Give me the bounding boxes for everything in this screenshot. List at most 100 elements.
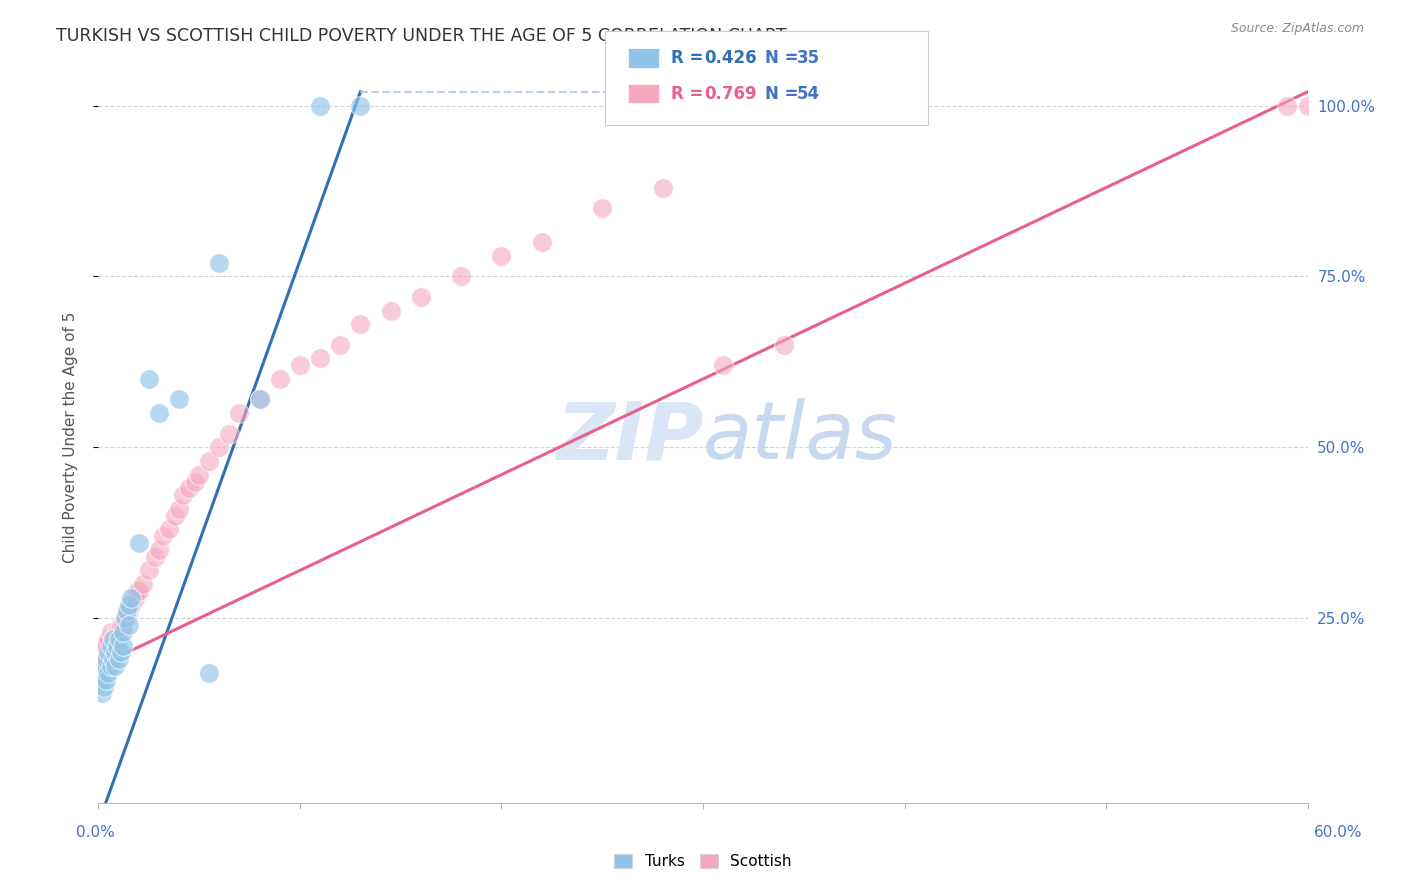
Point [120,591,142,605]
Point [172,488,194,502]
Text: 0.0%: 0.0% [76,825,115,840]
Text: 35: 35 [797,49,820,67]
Point [107,652,129,666]
Text: Source: ZipAtlas.com: Source: ZipAtlas.com [1230,22,1364,36]
Point [101,632,124,646]
Point [91,639,114,653]
Text: atlas: atlas [703,398,898,476]
Point [491,249,513,263]
Text: 0.426: 0.426 [704,49,756,67]
Point [128,583,150,598]
Point [349,98,371,112]
Point [110,618,132,632]
Point [115,604,138,618]
Point [138,563,160,577]
Point [128,536,150,550]
Point [651,180,673,194]
Point [148,406,170,420]
Point [152,529,174,543]
Point [114,611,136,625]
Point [105,624,128,639]
Point [772,338,794,352]
Point [96,673,118,687]
Point [711,359,734,373]
Point [208,440,231,454]
Point [96,652,118,666]
Point [118,598,141,612]
Point [132,577,155,591]
Y-axis label: Child Poverty Under the Age of 5: Child Poverty Under the Age of 5 [63,311,77,563]
Point [100,645,122,659]
Text: 54: 54 [797,85,820,103]
Point [121,591,143,605]
Point [380,303,402,318]
Point [167,392,190,407]
Point [103,639,125,653]
Point [228,406,250,420]
Point [93,659,115,673]
Text: N =: N = [765,49,804,67]
Point [97,665,120,680]
Point [97,632,120,646]
Point [103,645,125,659]
Point [269,372,291,386]
Point [591,201,613,215]
Point [115,604,138,618]
Point [100,659,122,673]
Point [101,652,124,666]
Point [91,665,114,680]
Point [198,665,221,680]
Legend: Turks, Scottish: Turks, Scottish [607,848,799,875]
Text: 0.769: 0.769 [704,85,756,103]
Text: ZIP: ZIP [555,398,703,476]
Point [309,98,332,112]
Point [349,318,371,332]
Point [249,392,271,407]
Point [188,467,211,482]
Point [288,359,311,373]
Point [1277,98,1299,112]
Point [111,618,134,632]
Point [111,624,134,639]
Point [96,639,118,653]
Point [184,475,207,489]
Point [120,598,142,612]
Point [148,542,170,557]
Point [157,522,180,536]
Point [249,392,271,407]
Text: R =: R = [671,85,709,103]
Point [101,632,124,646]
Point [143,549,166,564]
Point [100,624,122,639]
Point [107,624,129,639]
Point [107,632,129,646]
Text: R =: R = [671,49,709,67]
Point [530,235,553,250]
Point [198,454,221,468]
Text: 60.0%: 60.0% [1315,825,1362,840]
Point [89,645,111,659]
Point [125,583,148,598]
Point [118,618,141,632]
Text: N =: N = [765,85,804,103]
Point [93,645,115,659]
Point [218,426,240,441]
Point [450,269,472,284]
Point [103,659,125,673]
Point [111,639,134,653]
Point [100,639,122,653]
Point [97,645,120,659]
Point [91,686,114,700]
Point [124,591,146,605]
Point [167,501,190,516]
Point [208,256,231,270]
Point [1296,98,1319,112]
Point [163,508,186,523]
Point [114,611,136,625]
Point [110,645,132,659]
Point [309,351,332,366]
Point [89,673,111,687]
Point [409,290,432,304]
Text: TURKISH VS SCOTTISH CHILD POVERTY UNDER THE AGE OF 5 CORRELATION CHART: TURKISH VS SCOTTISH CHILD POVERTY UNDER … [56,27,787,45]
Point [179,481,201,495]
